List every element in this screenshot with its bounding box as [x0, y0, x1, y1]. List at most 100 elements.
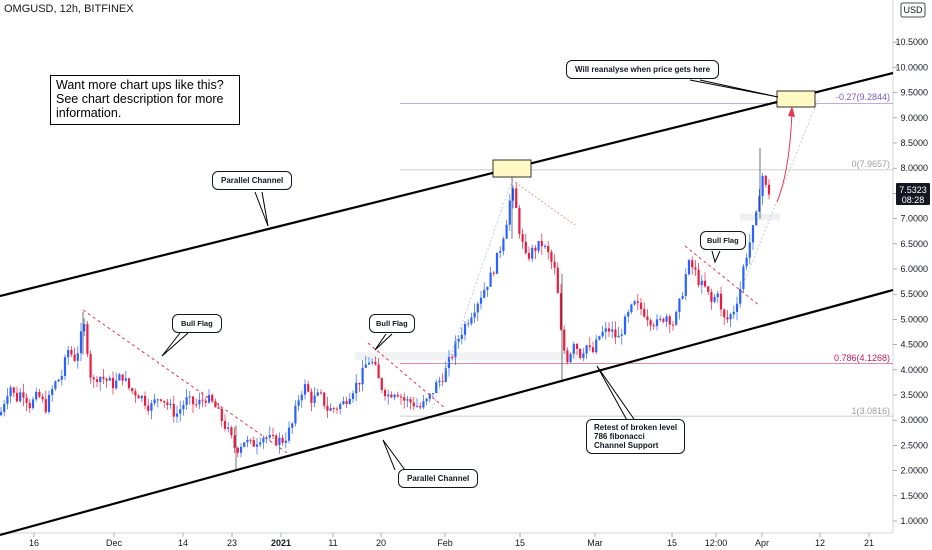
retest-line-3: Channel Support: [594, 441, 659, 450]
candle: [383, 387, 387, 401]
candle: [316, 388, 319, 397]
reanalyse-callout[interactable]: Will reanalyse when price gets here: [566, 60, 720, 79]
candle: [431, 392, 435, 398]
channel-lower-line[interactable]: [0, 288, 894, 537]
candle: [73, 347, 76, 363]
candle: [489, 266, 492, 287]
candle: [28, 399, 31, 414]
candle: [515, 182, 518, 209]
candle: [447, 349, 451, 377]
candle: [595, 334, 598, 355]
bull-flag-1-callout[interactable]: Bull Flag: [172, 314, 222, 333]
candle: [239, 443, 243, 458]
y-tick-label: 8.5000: [900, 138, 928, 148]
candle: [732, 305, 735, 320]
candle: [438, 376, 441, 388]
candle: [655, 314, 659, 331]
candle: [207, 388, 211, 405]
candle: [361, 360, 364, 392]
candle: [60, 369, 63, 386]
candle: [435, 379, 438, 394]
candle: [492, 270, 495, 277]
y-tick-label: 5.5000: [900, 289, 928, 299]
x-tick-label: 15: [667, 538, 677, 548]
channel-upper-line[interactable]: [0, 71, 894, 298]
parallel-channel-bottom-callout[interactable]: Parallel Channel: [398, 469, 479, 488]
candle: [246, 435, 249, 448]
y-tick-label: 9.5000: [900, 88, 928, 98]
candle: [204, 397, 207, 407]
y-tick-label: 2.5000: [900, 440, 928, 450]
candle: [415, 398, 419, 408]
candle: [726, 310, 729, 324]
candle: [697, 262, 700, 288]
currency-badge-label: USD: [903, 5, 923, 15]
candle: [342, 396, 345, 406]
candle: [521, 228, 524, 249]
parallel-channel-top-callout[interactable]: Parallel Channel: [212, 171, 293, 190]
candle: [403, 392, 406, 409]
bull-flag-3-line[interactable]: [684, 245, 761, 307]
candle: [220, 407, 223, 428]
candle: [579, 348, 582, 360]
candle: [147, 398, 150, 415]
candle: [182, 400, 185, 416]
candle: [396, 391, 399, 398]
candle: [659, 315, 662, 323]
candle: [495, 252, 499, 274]
candle: [463, 320, 467, 341]
candle: [9, 384, 12, 404]
candle: [399, 393, 403, 405]
candle: [681, 292, 684, 300]
x-tick-label: 20: [376, 538, 386, 548]
candle: [483, 282, 486, 299]
candle: [271, 427, 275, 440]
candle: [652, 322, 655, 330]
y-tick-label: 9.0000: [900, 113, 928, 123]
candle: [243, 442, 246, 448]
candle: [51, 385, 54, 402]
candle: [617, 326, 620, 338]
candle: [12, 386, 15, 398]
target-highlight-box[interactable]: [776, 90, 816, 108]
candle: [156, 398, 159, 408]
price-axis[interactable]: 1.0000 1.5000 2.0000 2.5000 3.0000 3.5000 4.00…: [893, 37, 928, 526]
x-tick-label: 14: [178, 538, 188, 548]
peak-highlight-box[interactable]: [492, 159, 532, 178]
candle: [332, 406, 335, 414]
promo-note[interactable]: Want more chart ups like this? See chart…: [50, 75, 240, 125]
candle: [547, 240, 550, 260]
candle: [297, 395, 300, 411]
currency-badge[interactable]: USD: [900, 2, 926, 18]
candle: [425, 397, 428, 406]
candle: [467, 319, 470, 328]
bull-flag-2-text: Bull Flag: [376, 319, 408, 328]
candle: [3, 399, 6, 417]
x-tick-label: 11: [328, 538, 337, 548]
candle: [38, 388, 41, 399]
candle: [508, 194, 511, 231]
bull-flag-2-callout[interactable]: Bull Flag: [369, 314, 415, 333]
fib-label-one: 1(3.0816): [851, 406, 890, 416]
candle: [188, 390, 191, 405]
retest-callout[interactable]: Retest of broken level 786 fibonacci Cha…: [586, 419, 686, 454]
candle: [275, 433, 278, 447]
candle: [179, 400, 182, 422]
candle: [223, 414, 227, 432]
candle: [166, 399, 169, 410]
candle: [153, 393, 156, 406]
candle: [236, 446, 239, 458]
y-tick-label: 8.0000: [900, 163, 928, 173]
fib-projection-line: [511, 179, 576, 226]
candle: [563, 325, 566, 354]
time-axis[interactable]: 16 Dec 14 23 2021 11 20 Feb 15 Mar 15 12:00 Apr 12 21: [29, 533, 874, 548]
candle: [559, 284, 563, 331]
bull-flag-2-line[interactable]: [367, 342, 446, 409]
candle: [476, 301, 479, 322]
fib-label-zero: 0(7.9657): [851, 159, 890, 169]
candle: [518, 204, 521, 239]
bull-flag-3-callout[interactable]: Bull Flag: [700, 231, 746, 250]
candle: [764, 174, 767, 188]
bull-flag-1-line[interactable]: [82, 309, 291, 456]
